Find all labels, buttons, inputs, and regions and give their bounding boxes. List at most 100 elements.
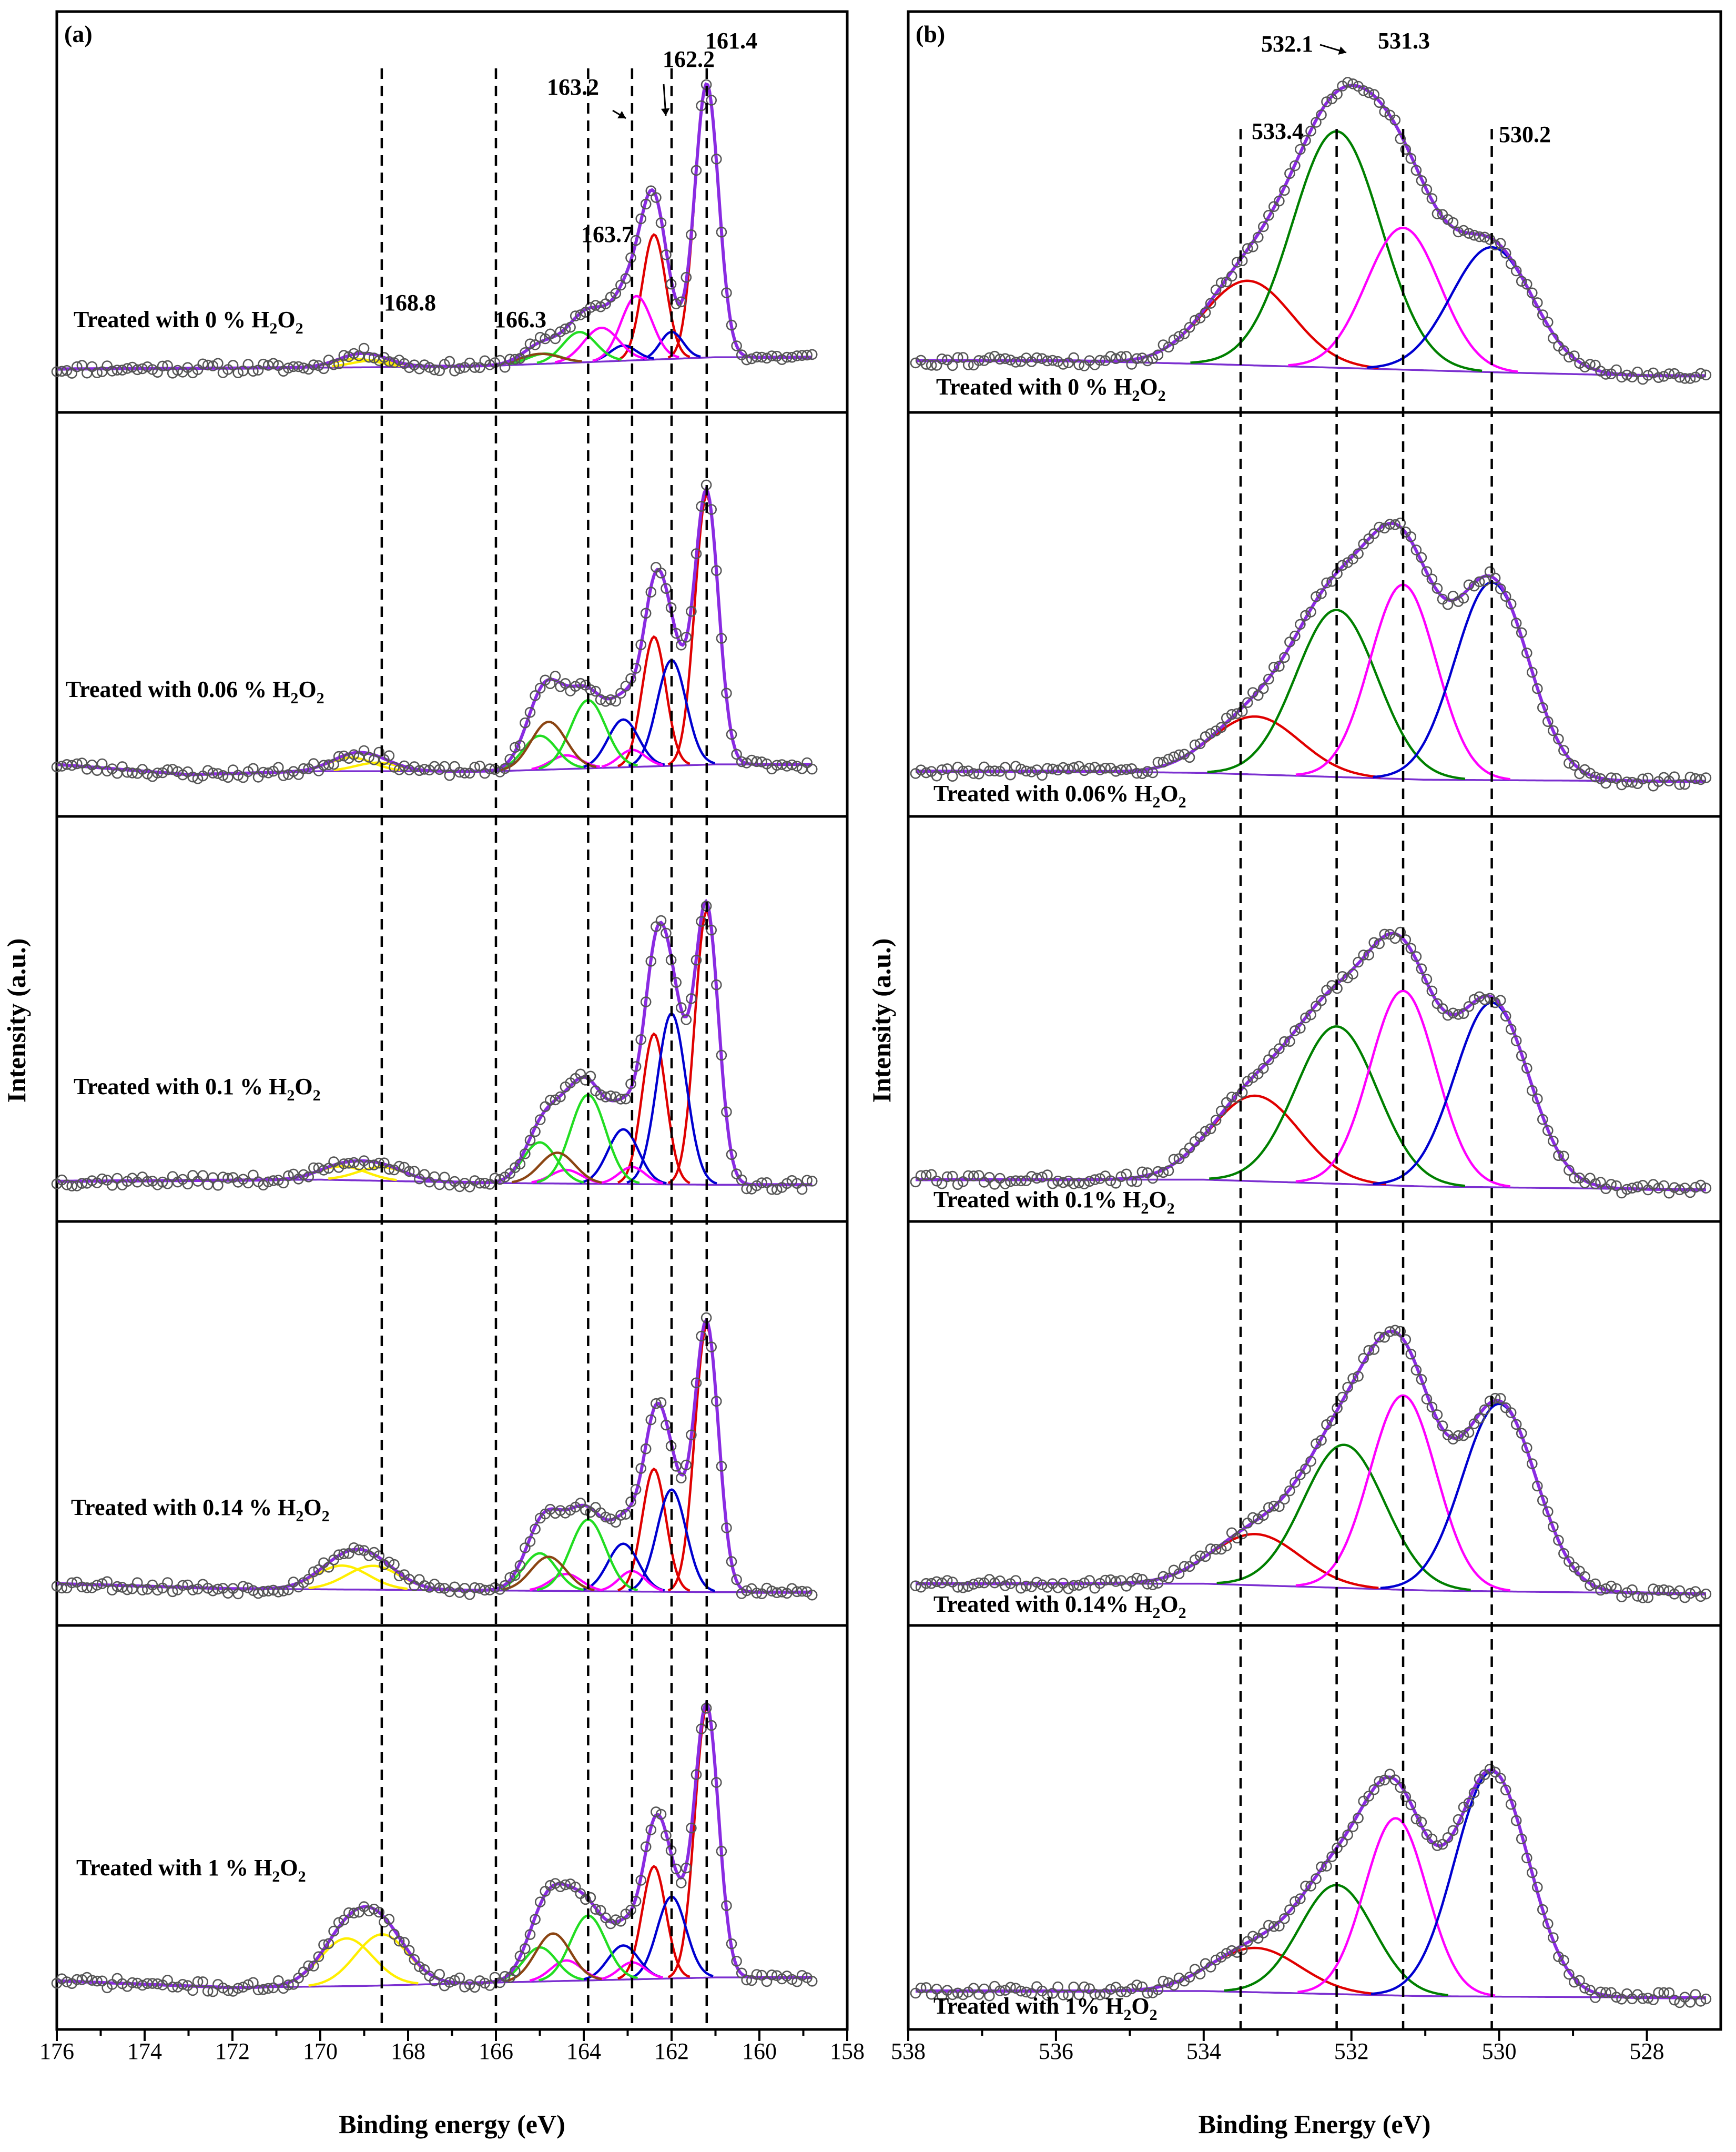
panel-a-sample-label: Treated with 0.06 % H2O2 xyxy=(66,676,324,707)
panel-b-data-point xyxy=(1321,1861,1332,1872)
panel-a-data-point xyxy=(691,1769,702,1780)
panel-a-data-point xyxy=(328,359,339,370)
panel-a-data-point xyxy=(283,1979,294,1991)
panel-b-data-point xyxy=(952,352,963,363)
panel-b-data-point xyxy=(1221,1948,1232,1959)
panel-a-data-point xyxy=(791,761,803,772)
panel-a-data-point xyxy=(509,742,521,753)
panel-a-data-point xyxy=(177,1580,188,1591)
panel-a-data-point xyxy=(121,1584,133,1595)
panel-a-data-point xyxy=(545,678,556,689)
panel-b-data-point xyxy=(1258,1063,1269,1074)
panel-b-data-point xyxy=(1674,371,1686,383)
panel-b-data-point xyxy=(1152,349,1164,361)
panel-a-data-point xyxy=(560,323,571,335)
panel-b-data-point xyxy=(1437,1420,1448,1431)
panel-b-data-point xyxy=(1210,1115,1222,1126)
panel-a-data-point xyxy=(439,1171,450,1183)
panel-a-data-point xyxy=(610,695,622,707)
panel-b-data-point xyxy=(920,1982,932,1993)
panel-b-data-point xyxy=(1590,1178,1601,1189)
panel-a-data-point xyxy=(258,1586,269,1597)
panel-a-component-S5 xyxy=(501,721,597,771)
panel-b-data-point xyxy=(1321,577,1332,589)
panel-b-data-point xyxy=(1073,359,1084,370)
panel-a-data-point xyxy=(640,1841,652,1852)
panel-b-data-point xyxy=(1558,1150,1569,1162)
panel-a-data-point xyxy=(691,954,702,966)
panel-a-data-point xyxy=(348,1157,360,1168)
panel-b-data-point xyxy=(936,1178,948,1189)
panel-a-data-point xyxy=(484,763,495,774)
panel-a-data-point xyxy=(197,358,209,370)
panel-a-data-point xyxy=(484,1980,495,1991)
panel-b-data-point xyxy=(1215,1543,1227,1555)
panel-b-data-point xyxy=(1590,1578,1601,1590)
panel-b-data-point xyxy=(1274,1921,1285,1932)
panel-a-data-point xyxy=(801,1175,813,1186)
panel-b-data-point xyxy=(931,1576,942,1588)
panel-b-data-point xyxy=(1695,1179,1707,1191)
panel-b-data-point xyxy=(1068,1178,1079,1189)
panel-a-data-point xyxy=(615,1510,626,1521)
panel-b-data-point xyxy=(941,1575,953,1586)
panel-a-data-point xyxy=(278,1585,289,1597)
panel-b-data-point xyxy=(1510,1035,1522,1046)
panel-b-panel-letter: (b) xyxy=(916,21,945,47)
panel-a-peak-label: 162.2 xyxy=(663,46,715,72)
panel-a-data-point xyxy=(137,1584,148,1595)
panel-a-data-point xyxy=(776,354,788,365)
panel-a-data-point xyxy=(721,1106,732,1117)
panel-b-data-point xyxy=(1574,1975,1585,1986)
panel-b-envelope xyxy=(916,1329,1706,1595)
panel-a-data-point xyxy=(640,1443,652,1454)
panel-a-data-point xyxy=(318,363,329,375)
panel-b-data-point xyxy=(1052,764,1063,776)
panel-a-data-point xyxy=(217,1982,229,1994)
panel-a-data-point xyxy=(786,759,798,771)
panel-b-data-point xyxy=(1532,297,1543,308)
panel-b-data-point xyxy=(1010,761,1021,772)
panel-b-data-point xyxy=(1432,1840,1443,1851)
panel-b-data-point xyxy=(1263,1919,1274,1931)
panel-a-data-point xyxy=(651,1806,662,1817)
panel-a-data-point xyxy=(358,342,370,354)
panel-b-data-point xyxy=(1468,994,1480,1005)
panel-b-data-point xyxy=(1058,1989,1069,2001)
panel-a-data-point xyxy=(162,1178,173,1189)
panel-a-data-point xyxy=(504,353,516,365)
panel-b-data-point xyxy=(1358,949,1369,961)
panel-a-data-point xyxy=(383,1557,395,1568)
panel-b-data-point xyxy=(1426,573,1438,585)
panel-a-data-point xyxy=(172,365,184,376)
panel-b-data-point xyxy=(1236,1087,1248,1098)
panel-b-data-point xyxy=(1474,231,1485,243)
panel-b-peak-label: 530.2 xyxy=(1499,122,1551,147)
panel-b-data-point xyxy=(1495,238,1506,249)
panel-b-data-point xyxy=(1258,221,1269,233)
panel-b-spectrum-3: Treated with 0.1% H2O2 xyxy=(910,926,1712,1217)
panel-b-data-point xyxy=(1500,1011,1511,1022)
panel-a-data-point xyxy=(338,350,350,361)
panel-b-data-point xyxy=(1489,997,1501,1008)
panel-a-data-point xyxy=(716,633,727,644)
panel-b-data-point xyxy=(1642,1592,1653,1603)
panel-b-data-point xyxy=(1606,1580,1617,1592)
panel-b-data-point xyxy=(920,1578,932,1589)
panel-b-data-point xyxy=(1210,725,1222,736)
panel-b-data-point xyxy=(1311,1873,1322,1884)
panel-a-data-point xyxy=(237,1581,249,1592)
panel-b-data-point xyxy=(1300,135,1311,146)
panel-a-data-point xyxy=(651,1398,662,1409)
panel-b-data-point xyxy=(1579,1983,1590,1994)
panel-a-data-point xyxy=(514,740,526,751)
panel-b-data-point xyxy=(1510,265,1522,277)
panel-a-data-point xyxy=(615,688,626,699)
panel-a-data-point xyxy=(217,770,229,781)
panel-b-data-point xyxy=(1284,1036,1295,1047)
panel-a-data-point xyxy=(620,273,632,284)
panel-a-data-point xyxy=(479,1178,491,1189)
panel-b-data-point xyxy=(1168,1979,1180,1991)
panel-a-data-point xyxy=(444,1977,455,1988)
panel-a-data-point xyxy=(746,754,757,766)
